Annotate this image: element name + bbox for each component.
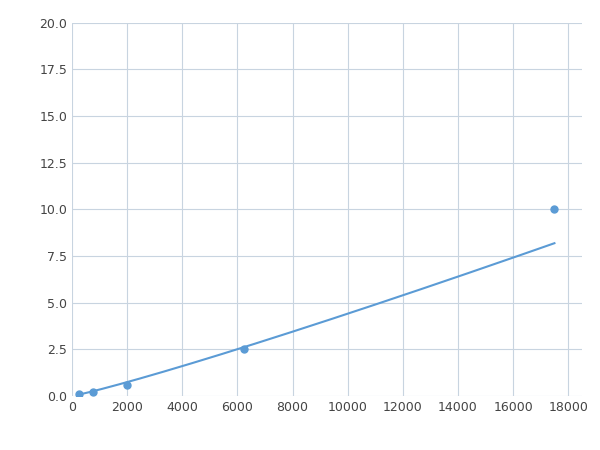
Point [74,391,83,398]
Point [88,389,97,396]
Point [122,381,132,388]
Point [239,346,249,353]
Point [550,206,559,213]
